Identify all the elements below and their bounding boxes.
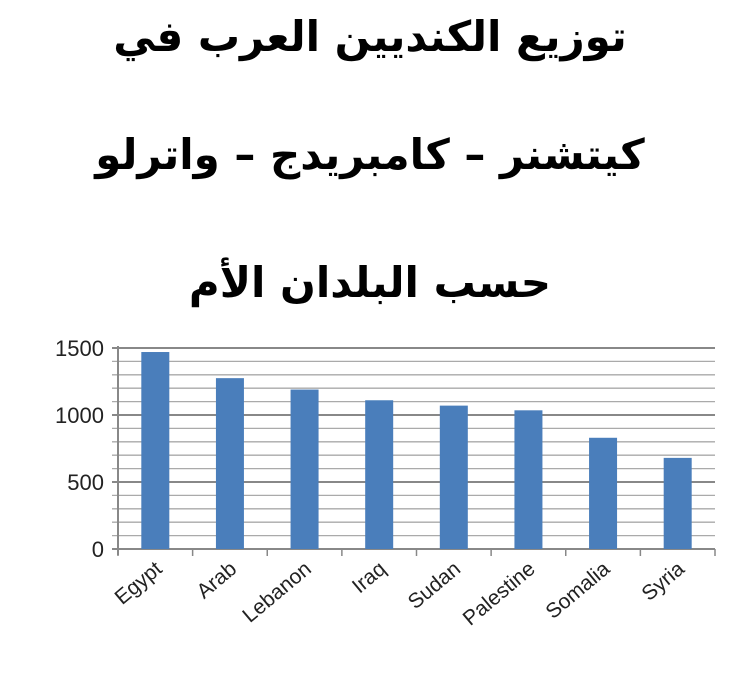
bar-sudan bbox=[439, 405, 468, 549]
bar-palestine bbox=[514, 410, 543, 549]
y-tick-label: 1500 bbox=[55, 336, 104, 361]
x-tick-label: Syria bbox=[637, 557, 689, 606]
x-tick-label: Arab bbox=[192, 557, 241, 603]
bar-syria bbox=[663, 457, 692, 549]
chart-title-line-1: توزيع الكنديين العرب في bbox=[113, 12, 627, 61]
y-tick-label: 0 bbox=[92, 537, 104, 562]
x-tick-label: Sudan bbox=[404, 557, 465, 614]
bar-iraq bbox=[365, 400, 394, 549]
x-tick-label: Egypt bbox=[111, 557, 167, 609]
x-tick-label: Somalia bbox=[541, 557, 614, 624]
y-tick-label: 500 bbox=[67, 470, 104, 495]
x-tick-label: Palestine bbox=[459, 557, 540, 630]
x-tick-label: Lebanon bbox=[238, 557, 315, 627]
x-tick-label: Iraq bbox=[348, 557, 391, 598]
bar-egypt bbox=[141, 352, 170, 549]
y-tick-label: 1000 bbox=[55, 403, 104, 428]
bar-arab bbox=[215, 378, 244, 549]
bar-somalia bbox=[589, 437, 618, 549]
chart-title-line-3: حسب البلدان الأم bbox=[188, 258, 552, 307]
chart-title-line-2: كيتشنر – كامبريدج – واترلو bbox=[95, 130, 645, 179]
bar-lebanon bbox=[290, 389, 319, 549]
